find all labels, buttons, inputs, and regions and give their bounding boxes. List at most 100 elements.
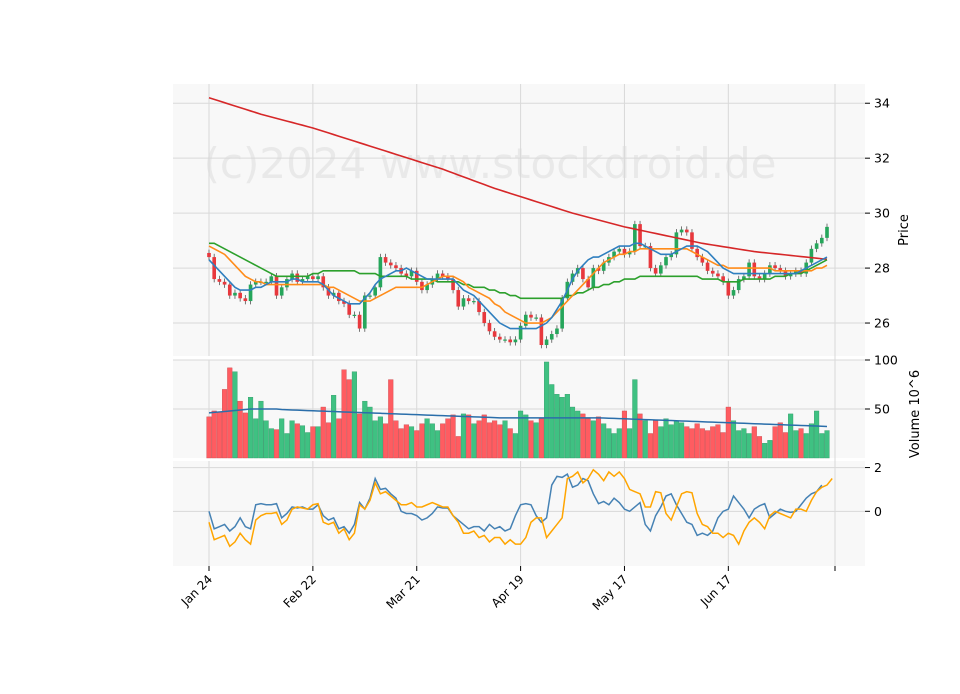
volume-bar	[388, 379, 394, 459]
volume-bar	[471, 423, 477, 459]
volume-bar	[315, 426, 321, 459]
candle-body	[716, 273, 720, 277]
volume-bar	[227, 367, 233, 459]
volume-bar	[424, 418, 430, 459]
volume-bar	[814, 410, 820, 459]
volume-bar	[294, 423, 300, 459]
volume-bar	[798, 428, 804, 459]
candle-body	[477, 301, 481, 313]
candle-body	[721, 276, 725, 282]
candle-body	[601, 262, 606, 271]
candle-body	[222, 281, 227, 285]
candle-body	[217, 279, 222, 282]
candle-body	[684, 229, 689, 233]
candle-body	[544, 339, 549, 346]
volume-bar	[289, 420, 295, 459]
candle-body	[279, 287, 284, 296]
price-axis-label: Price	[897, 214, 912, 246]
candle-body	[357, 314, 362, 329]
volume-bar	[476, 420, 482, 459]
candle-body	[342, 301, 346, 304]
candle-body	[679, 229, 684, 233]
x-tick-label: May 17	[590, 572, 631, 613]
candle-body	[700, 257, 705, 263]
candle-body	[331, 292, 336, 296]
candle-body	[653, 268, 658, 274]
candle-body	[248, 284, 253, 302]
volume-bar	[824, 430, 830, 459]
volume-bar	[253, 418, 259, 459]
volume-bar	[725, 406, 731, 459]
candle-body	[326, 287, 331, 296]
candle-body	[518, 325, 523, 340]
candle-body	[207, 252, 211, 258]
volume-bar	[762, 443, 768, 459]
volume-bar	[767, 440, 773, 459]
x-tick-label: Mar 21	[383, 572, 422, 611]
volume-bar	[351, 371, 357, 459]
volume-axis-label: Volume 10^6	[908, 370, 923, 458]
candle-body	[814, 243, 819, 249]
candle-body	[472, 301, 476, 303]
candle-body	[461, 298, 466, 307]
volume-bar	[372, 420, 378, 459]
candle-body	[778, 268, 783, 271]
candle-body	[440, 273, 445, 277]
volume-bar	[429, 423, 435, 459]
volume-bar	[689, 428, 695, 459]
candle-body	[622, 248, 627, 255]
volume-y-tick-label: 100	[874, 353, 898, 368]
x-tick-label: Apr 19	[489, 572, 527, 610]
candle-body	[648, 246, 653, 269]
candle-body	[560, 298, 564, 329]
candle-body	[612, 251, 616, 258]
volume-bar	[777, 422, 783, 459]
volume-bar	[341, 369, 347, 459]
volume-bar	[673, 420, 679, 459]
volume-bar	[554, 394, 560, 459]
candle-body	[549, 334, 554, 340]
candle-body	[311, 276, 315, 280]
volume-bar	[793, 430, 799, 459]
candle-body	[492, 331, 497, 337]
volume-bar	[450, 414, 456, 459]
candle-body	[523, 314, 528, 326]
volume-bar	[222, 389, 228, 459]
volume-bar	[538, 418, 544, 459]
volume-bar	[705, 430, 711, 459]
volume-bar	[507, 428, 513, 459]
volume-bar	[237, 400, 243, 459]
volume-bar	[279, 418, 285, 459]
volume-bar	[808, 423, 814, 459]
candle-body	[788, 273, 793, 277]
candle-body	[274, 276, 279, 296]
candle-body	[337, 292, 341, 302]
candle-body	[819, 237, 824, 244]
candle-body	[503, 339, 507, 341]
volume-bar	[284, 433, 290, 459]
volume-bar	[367, 406, 373, 459]
candle-body	[352, 314, 357, 316]
oscillator-blue-line	[208, 473, 823, 537]
volume-bar	[377, 416, 383, 459]
volume-bar	[497, 424, 503, 459]
volume-bar	[559, 397, 565, 459]
candle-body	[466, 298, 471, 302]
candle-body	[420, 281, 424, 291]
candle-body	[731, 290, 736, 296]
candle-body	[555, 328, 559, 335]
volume-bar	[544, 361, 550, 459]
candle-body	[362, 295, 367, 329]
candle-body	[695, 248, 699, 258]
volume-y-tick-label: 50	[874, 402, 890, 417]
volume-bar	[590, 420, 596, 459]
volume-bar	[715, 424, 721, 459]
candle-body	[487, 323, 492, 332]
volume-bar	[502, 420, 508, 459]
candle-body	[799, 270, 803, 274]
oscillator-y-tick-label: 2	[874, 460, 882, 475]
volume-bar	[788, 413, 794, 459]
candle-body	[305, 276, 310, 280]
volume-bar	[492, 420, 498, 459]
candle-body	[264, 281, 268, 284]
